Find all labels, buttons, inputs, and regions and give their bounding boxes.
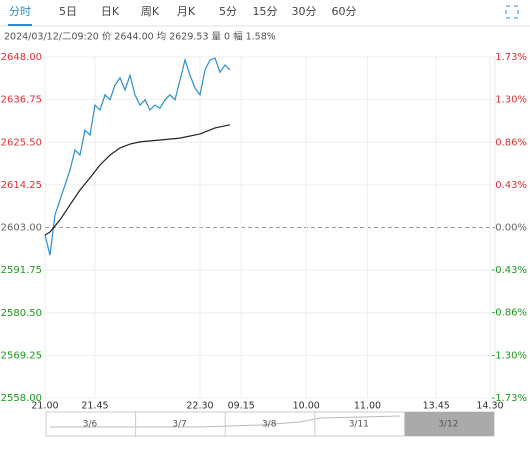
y2-tick-label: -1.73%: [492, 393, 527, 404]
x-tick-label: 21.00: [31, 401, 58, 412]
x-tick-label: 22.30: [186, 401, 213, 412]
navigator-selection[interactable]: [405, 412, 494, 436]
y2-tick-label: 1.30%: [495, 94, 527, 105]
info-line: 2024/03/12/二09:20 价 2644.00 均 2629.53 量 …: [4, 31, 276, 43]
y-tick-label: 2614.25: [1, 180, 42, 191]
navigator-label[interactable]: 3/11: [349, 420, 369, 430]
y-tick-label: 2591.75: [1, 265, 42, 276]
y2-tick-label: 0.86%: [495, 138, 527, 149]
navigator-preview: [50, 415, 401, 428]
y2-tick-label: 0.00%: [495, 223, 527, 234]
price-line: [44, 124, 231, 236]
y-tick-label: 2625.50: [1, 137, 42, 148]
navigator-label[interactable]: 3/8: [262, 420, 277, 430]
y-tick-label: 2603.00: [1, 223, 42, 234]
x-tick-label: 09.15: [228, 401, 255, 412]
tab[interactable]: 5分: [219, 5, 237, 18]
tab[interactable]: 月K: [177, 5, 196, 18]
y-tick-label: 2648.00: [1, 52, 42, 63]
y2-tick-label: -1.30%: [492, 351, 527, 362]
y2-tick-label: -0.86%: [492, 307, 527, 318]
x-tick-label: 14.30: [476, 401, 503, 412]
tab[interactable]: 5日: [59, 5, 77, 18]
navigator-label[interactable]: 3/6: [83, 420, 98, 430]
tab-bar: [0, 0, 530, 26]
y-tick-label: 2580.50: [1, 308, 42, 319]
tab[interactable]: 分时: [9, 5, 31, 18]
y2-tick-label: 1.73%: [495, 52, 527, 63]
price-line: [44, 57, 231, 256]
navigator-label[interactable]: 3/7: [172, 420, 186, 430]
x-tick-label: 21.45: [81, 401, 108, 412]
tab[interactable]: 日K: [101, 5, 120, 18]
tab[interactable]: 30分: [292, 5, 317, 18]
x-tick-label: 10.00: [293, 401, 320, 412]
tab[interactable]: 60分: [332, 5, 357, 18]
y-tick-label: 2636.75: [1, 95, 42, 106]
y2-tick-label: -0.43%: [492, 265, 527, 276]
navigator-label[interactable]: 3/12: [438, 420, 458, 430]
fullscreen-icon[interactable]: [505, 5, 519, 19]
y-tick-label: 2569.25: [1, 350, 42, 361]
y-tick-label: 2558.00: [1, 393, 42, 404]
x-tick-label: 13.45: [423, 401, 450, 412]
tab[interactable]: 15分: [253, 5, 278, 18]
tab[interactable]: 周K: [141, 5, 160, 18]
x-tick-label: 11.00: [354, 401, 381, 412]
y2-tick-label: 0.43%: [495, 180, 527, 191]
